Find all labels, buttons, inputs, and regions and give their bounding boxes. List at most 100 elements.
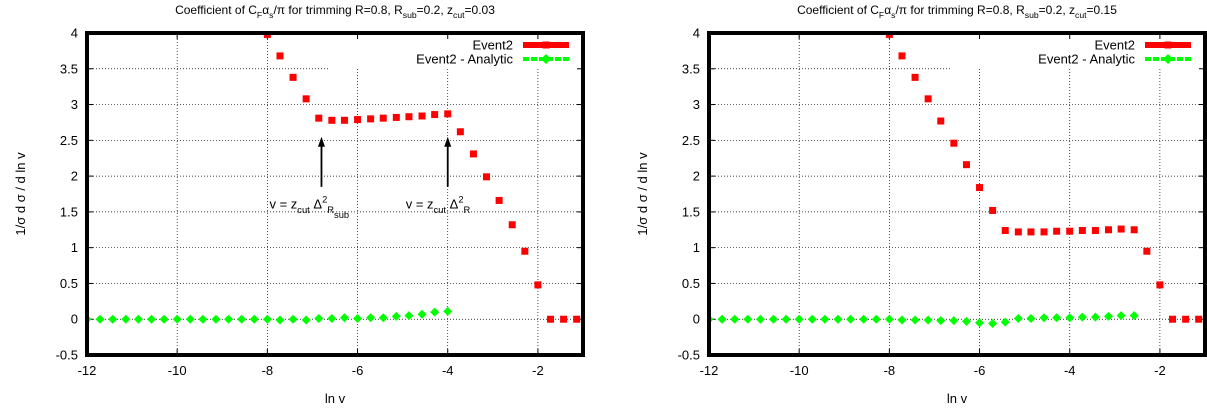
analytic-point — [846, 314, 856, 324]
event2-point — [469, 150, 477, 158]
analytic-point — [133, 314, 143, 324]
analytic-point — [275, 315, 285, 325]
x-tick-label: -6 — [974, 363, 986, 378]
event2-point — [1143, 247, 1151, 255]
event2-point — [1169, 315, 1177, 323]
analytic-point — [121, 314, 131, 324]
text-part: sub — [334, 210, 349, 220]
text-part: cut — [1075, 10, 1087, 20]
analytic-point — [1104, 311, 1114, 321]
event2-point — [573, 315, 581, 323]
y-axis-label: 1/σ d σ / d ln v — [13, 152, 28, 236]
event2-point — [367, 115, 375, 123]
event2-point — [1195, 315, 1203, 323]
event2-point — [315, 114, 323, 122]
legend-label: Event2 — [1095, 38, 1135, 53]
plot-frame — [85, 31, 585, 357]
chart-title: Coefficient of CFαs/π for trimming R=0.8… — [797, 3, 1117, 20]
event2-point — [885, 33, 893, 38]
analytic-point — [807, 314, 817, 324]
event2-point — [1130, 226, 1138, 234]
legend-marker — [1164, 41, 1172, 49]
chart-panel-left: -12 -10 -8 -6 -4 -2 -0.5 0 0.5 1 1.5 2 2.5 3 3.5 4 ln v 1… — [13, 3, 585, 406]
analytic-point — [1129, 311, 1139, 321]
legend-marker — [541, 54, 551, 64]
y-tick-label: 4 — [693, 26, 700, 41]
legend-marker — [1163, 54, 1173, 64]
text-part: cut — [297, 205, 310, 215]
text-part: Δ — [446, 196, 459, 211]
analytic-point — [975, 318, 985, 328]
analytic-point — [378, 313, 388, 323]
y-tick-label: 3 — [693, 97, 700, 112]
analytic-point — [743, 314, 753, 324]
analytic-point — [301, 315, 311, 325]
text-part: F — [257, 10, 262, 20]
y-tick-label: 2.5 — [682, 133, 700, 148]
event2-point — [1001, 226, 1009, 234]
analytic-point — [262, 314, 272, 324]
x-tick-label: -4 — [442, 363, 454, 378]
event2-point — [976, 184, 984, 192]
event2-point — [483, 173, 491, 181]
analytic-point — [146, 314, 156, 324]
x-tick-label: -8 — [262, 363, 274, 378]
text-part: /π for trimming R=0.8, R — [895, 3, 1025, 17]
event2-point — [521, 247, 529, 255]
analytic-point — [198, 314, 208, 324]
event2-point — [392, 113, 400, 121]
chart-panel-right: -12 -10 -8 -6 -4 -2 -0.5 0 0.5 1 1.5 2 2.5 3 3.5 4 ln v 1… — [635, 3, 1207, 406]
legend-label: Event2 - Analytic — [1038, 52, 1135, 67]
y-tick-label: 0 — [71, 312, 78, 327]
event2-point — [444, 110, 452, 118]
y-tick-label: 2 — [71, 169, 78, 184]
event2-point — [263, 33, 271, 38]
y-tick-label: 3 — [71, 97, 78, 112]
text-part: Δ — [310, 196, 323, 211]
legend-marker — [542, 41, 550, 49]
analytic-point — [859, 314, 869, 324]
legend-label: Event2 — [473, 38, 513, 53]
text-part: =0.15 — [1087, 3, 1118, 17]
y-tick-label: -0.5 — [56, 348, 78, 363]
x-axis-label: ln v — [947, 391, 968, 406]
y-tick-label: 0.5 — [60, 276, 78, 291]
text-part: 2 — [322, 194, 327, 204]
event2-point — [1091, 226, 1099, 234]
analytic-point — [249, 314, 259, 324]
analytic-point — [185, 314, 195, 324]
event2-point — [289, 73, 297, 81]
text-part: α — [262, 3, 269, 17]
y-tick-label: 3.5 — [682, 61, 700, 76]
analytic-point — [314, 314, 324, 324]
event2-point — [328, 116, 336, 124]
analytic-point — [820, 314, 830, 324]
text-part: v = z — [406, 196, 434, 211]
x-tick-label: -2 — [532, 363, 544, 378]
analytic-point — [1026, 314, 1036, 324]
event2-point — [508, 221, 516, 229]
analytic-point — [417, 309, 427, 319]
y-tick-label: 1 — [71, 240, 78, 255]
event2-point — [354, 116, 362, 124]
text-part: R — [464, 205, 471, 215]
analytic-point — [366, 313, 376, 323]
analytic-point — [923, 315, 933, 325]
y-tick-label: -0.5 — [678, 348, 700, 363]
y-tick-label: 0 — [693, 312, 700, 327]
event2-point — [418, 112, 426, 120]
event2-point — [924, 95, 932, 103]
x-tick-label: -12 — [700, 363, 719, 378]
analytic-point — [430, 307, 440, 317]
event2-point — [379, 114, 387, 122]
event2-point — [1040, 228, 1048, 236]
legend-label: Event2 - Analytic — [416, 52, 513, 67]
text-part: cut — [434, 205, 447, 215]
x-tick-label: -6 — [352, 363, 364, 378]
analytic-point — [949, 316, 959, 326]
text-part: 2 — [458, 194, 463, 204]
y-tick-label: 1.5 — [60, 204, 78, 219]
text-part: s — [269, 10, 273, 20]
data-layer — [87, 33, 581, 325]
analytic-point — [988, 319, 998, 329]
